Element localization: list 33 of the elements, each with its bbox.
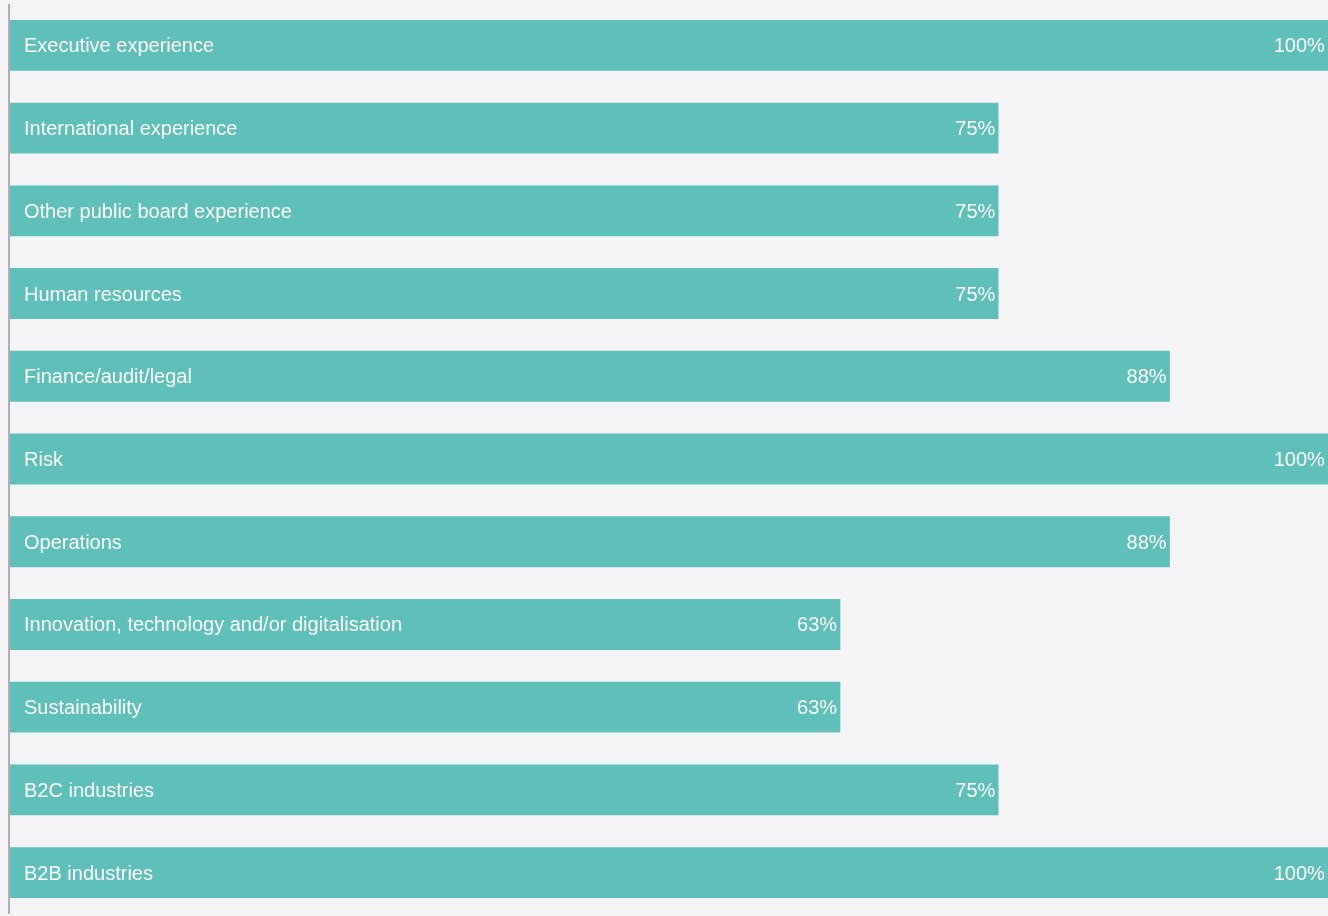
- bar: [10, 764, 999, 816]
- data-label: 88%: [1126, 530, 1167, 553]
- bar: [10, 102, 999, 154]
- data-label: 63%: [797, 696, 838, 719]
- bar: [10, 847, 1328, 899]
- y-tick-label: B2C industries: [24, 778, 155, 801]
- data-label: 100%: [1273, 34, 1325, 57]
- data-label: 100%: [1273, 448, 1325, 470]
- data-label: 75%: [955, 199, 996, 222]
- bar: [10, 350, 1170, 402]
- bar: [10, 19, 1328, 71]
- bar: [10, 185, 999, 237]
- y-tick-label: Operations: [24, 530, 122, 553]
- bar: [10, 268, 999, 319]
- y-tick-label: Finance/audit/legal: [24, 365, 192, 388]
- y-tick-label: B2B industries: [24, 861, 153, 884]
- data-label: 88%: [1126, 365, 1167, 388]
- y-tick-label: Other public board experience: [24, 199, 292, 222]
- y-tick-label: Innovation, technology and/or digitalisation: [24, 613, 403, 636]
- y-tick-label: Executive experience: [24, 34, 215, 57]
- data-label: 63%: [797, 613, 838, 636]
- data-label: 75%: [955, 282, 996, 305]
- y-tick-label: Sustainability: [24, 696, 142, 719]
- bar: [10, 681, 841, 733]
- data-label: 75%: [955, 117, 996, 140]
- bar: [10, 516, 1170, 568]
- y-tick-label: Risk: [24, 448, 64, 470]
- data-label: 75%: [955, 778, 996, 801]
- y-tick-label: Human resources: [24, 282, 182, 305]
- data-label: 100%: [1273, 861, 1325, 884]
- bar: [10, 433, 1328, 485]
- y-tick-label: International experience: [24, 117, 238, 140]
- bar: [10, 599, 841, 650]
